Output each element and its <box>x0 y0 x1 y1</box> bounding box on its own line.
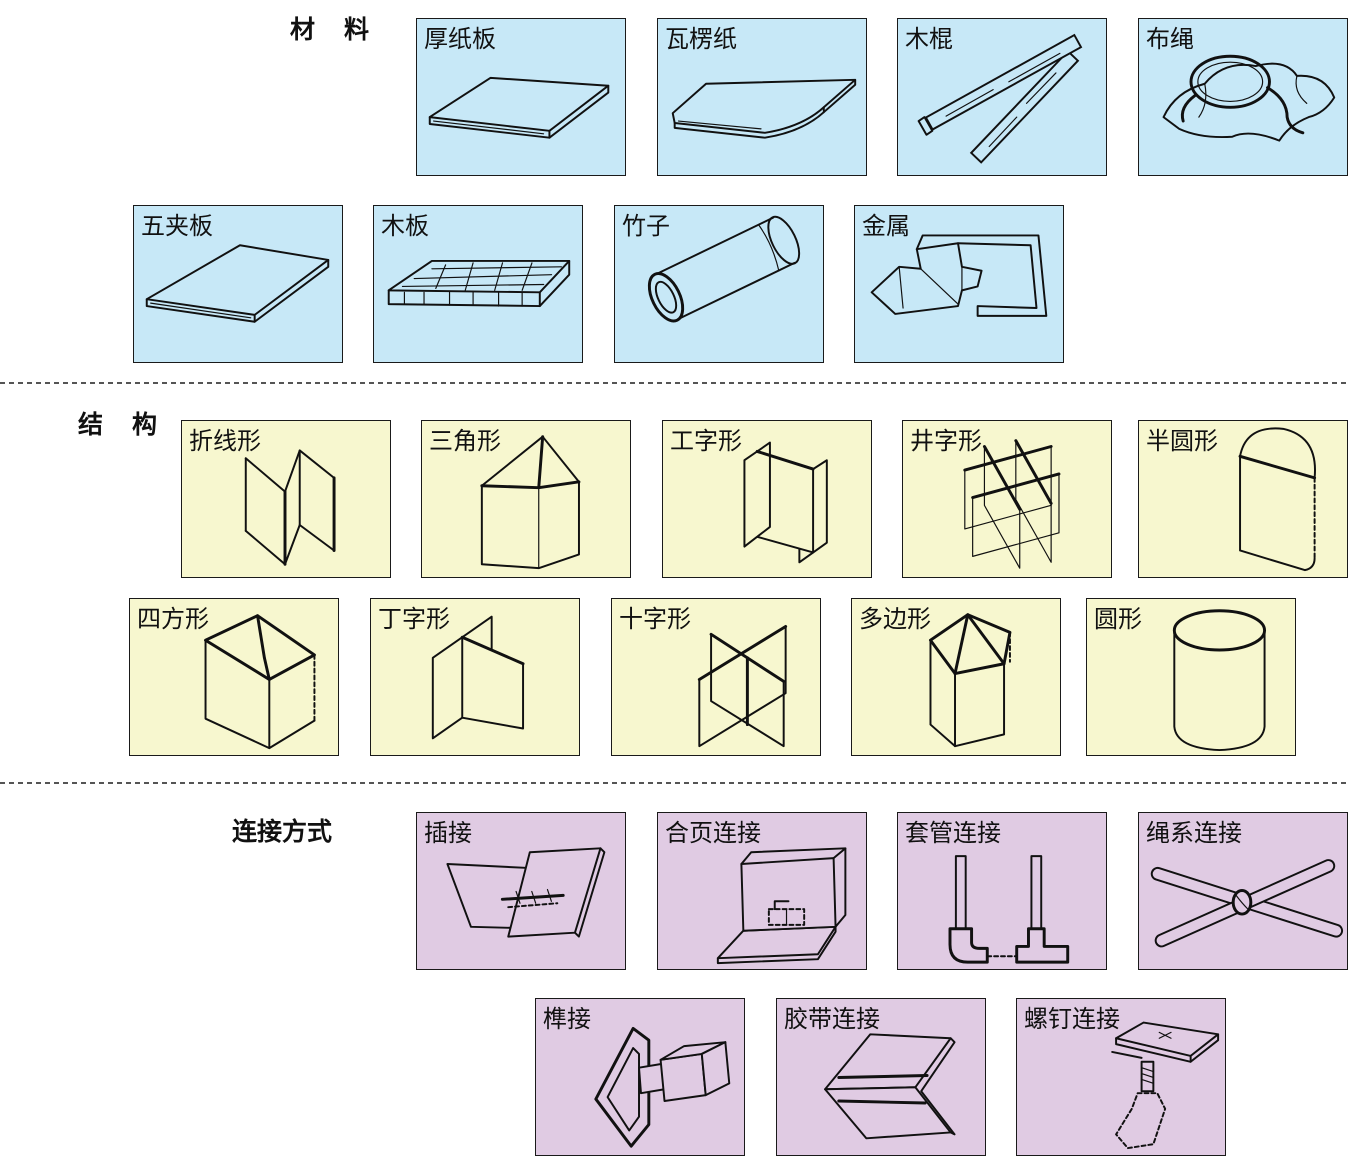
bamboo-icon <box>647 215 801 323</box>
structure-card-semicircle: 半圆形 <box>1138 420 1348 578</box>
material-card-wooden-board: 木板 <box>373 205 583 363</box>
slot-joint-icon <box>446 847 606 938</box>
wooden-sticks-icon <box>917 33 1083 164</box>
plywood-icon <box>145 244 330 323</box>
structure-card-t-shape: 丁字形 <box>370 598 580 756</box>
t-shape-structure-icon <box>431 615 525 740</box>
square-structure-icon <box>204 614 316 750</box>
cloth-rope-icon <box>1162 54 1336 142</box>
label-wooden-board: 木板 <box>381 212 429 240</box>
label-screw-joint: 螺钉连接 <box>1024 1005 1120 1033</box>
label-slot-joint: 插接 <box>424 819 472 847</box>
label-zigzag: 折线形 <box>189 427 261 455</box>
label-corrugated-paper: 瓦楞纸 <box>665 25 737 53</box>
corrugated-paper-icon <box>671 78 857 139</box>
label-cross: 十字形 <box>619 605 691 633</box>
material-card-corrugated-paper: 瓦楞纸 <box>657 18 867 176</box>
connection-card-screw-joint: 螺钉连接 <box>1016 998 1226 1156</box>
metal-icon <box>870 234 1048 317</box>
connections-section-title: 连接方式 <box>232 818 333 846</box>
hinge-joint-icon <box>716 847 847 965</box>
cross-structure-icon <box>697 624 788 748</box>
thick-cardboard-icon <box>428 76 610 139</box>
label-wooden-sticks: 木棍 <box>905 25 953 53</box>
label-cylinder: 圆形 <box>1094 605 1142 633</box>
material-card-thick-cardboard: 厚纸板 <box>416 18 626 176</box>
label-cloth-rope: 布绳 <box>1146 25 1194 53</box>
connection-card-mortise-tenon-joint: 榫接 <box>535 998 745 1156</box>
connection-card-sleeve-joint: 套管连接 <box>897 812 1107 970</box>
label-bamboo: 竹子 <box>622 212 670 240</box>
structures-section-title: 结 构 <box>78 411 157 439</box>
structure-card-triangle: 三角形 <box>421 420 631 578</box>
label-hinge-joint: 合页连接 <box>665 819 761 847</box>
label-polygon: 多边形 <box>859 605 931 633</box>
section-divider <box>0 382 1346 384</box>
connection-card-hinge-joint: 合页连接 <box>657 812 867 970</box>
label-i-shape: 工字形 <box>670 427 742 455</box>
structure-card-cylinder: 圆形 <box>1086 598 1296 756</box>
tape-joint-icon <box>824 1033 956 1140</box>
structure-card-polygon: 多边形 <box>851 598 1061 756</box>
material-card-cloth-rope: 布绳 <box>1138 18 1348 176</box>
wooden-board-icon <box>387 259 571 308</box>
label-square: 四方形 <box>137 605 209 633</box>
structure-card-grid: 井字形 <box>902 420 1112 578</box>
i-shape-structure-icon <box>743 441 828 564</box>
connection-card-slot-joint: 插接 <box>416 812 626 970</box>
label-rope-tie-joint: 绳系连接 <box>1146 819 1242 847</box>
structure-card-square: 四方形 <box>129 598 339 756</box>
mortise-tenon-joint-icon <box>594 1026 731 1148</box>
label-sleeve-joint: 套管连接 <box>905 819 1001 847</box>
label-plywood: 五夹板 <box>141 212 213 240</box>
material-card-bamboo: 竹子 <box>614 205 824 363</box>
label-thick-cardboard: 厚纸板 <box>424 25 496 53</box>
section-divider <box>0 782 1346 784</box>
materials-section-title: 材 料 <box>290 16 369 44</box>
cylinder-structure-icon <box>1172 609 1267 752</box>
zigzag-structure-icon <box>244 449 336 566</box>
connection-card-rope-tie-joint: 绳系连接 <box>1138 812 1348 970</box>
label-t-shape: 丁字形 <box>378 605 450 633</box>
triangle-structure-icon <box>480 435 581 570</box>
material-card-wooden-sticks: 木棍 <box>897 18 1107 176</box>
sleeve-joint-icon <box>948 855 1070 964</box>
label-grid: 井字形 <box>910 427 982 455</box>
semicircle-structure-icon <box>1238 427 1317 572</box>
label-semicircle: 半圆形 <box>1146 427 1218 455</box>
structure-card-cross: 十字形 <box>611 598 821 756</box>
label-metal: 金属 <box>862 212 910 240</box>
material-card-metal: 金属 <box>854 205 1064 363</box>
screw-joint-icon <box>1111 1021 1220 1150</box>
grid-structure-icon <box>963 439 1061 569</box>
structure-card-zigzag: 折线形 <box>181 420 391 578</box>
connection-card-tape-joint: 胶带连接 <box>776 998 986 1156</box>
material-card-plywood: 五夹板 <box>133 205 343 363</box>
polygon-structure-icon <box>929 613 1012 748</box>
label-triangle: 三角形 <box>429 427 501 455</box>
label-tape-joint: 胶带连接 <box>784 1005 880 1033</box>
label-mortise-tenon-joint: 榫接 <box>543 1005 591 1033</box>
structure-card-i-shape: 工字形 <box>662 420 872 578</box>
rope-tie-joint-icon <box>1150 859 1344 948</box>
